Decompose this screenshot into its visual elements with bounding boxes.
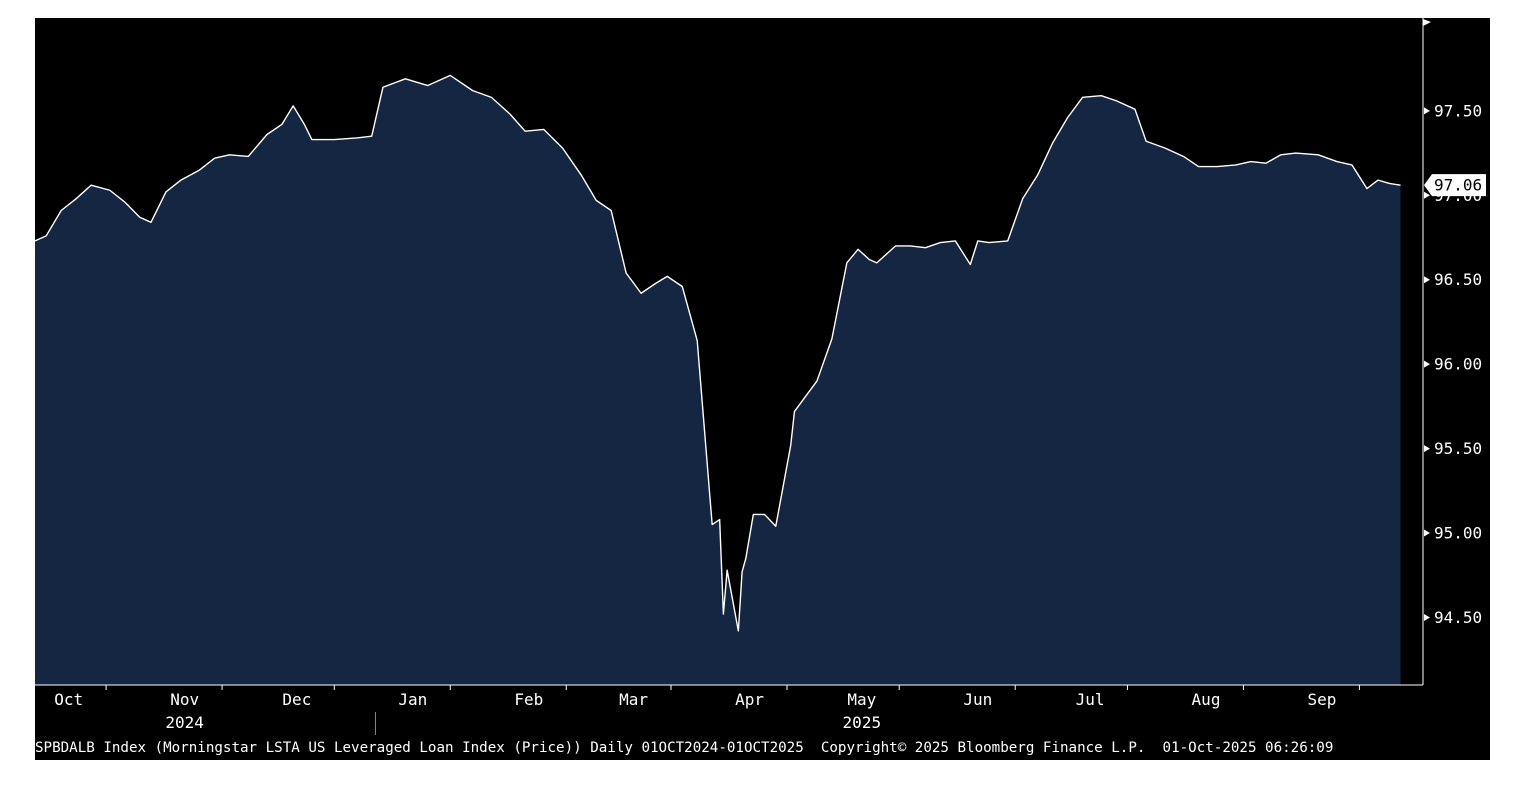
footer-description: SPBDALB Index (Morningstar LSTA US Lever…: [35, 740, 804, 756]
last-value-badge: [1424, 174, 1486, 197]
y-tick-label: 95.00: [1434, 524, 1482, 543]
y-tick: [1424, 360, 1430, 368]
x-tick-label: Apr: [735, 690, 764, 709]
y-tick: [1424, 445, 1430, 453]
plot-area: [35, 74, 1401, 685]
y-tick: [1424, 613, 1430, 621]
y-tick: [1424, 276, 1430, 284]
y-tick-label: 96.50: [1434, 270, 1482, 289]
price-line: [35, 74, 1401, 632]
chart-frame: 97.5097.0096.5096.0095.5095.0094.50OctNo…: [35, 18, 1490, 760]
price-area: [35, 75, 1401, 685]
x-tick-label: Nov: [170, 690, 199, 709]
x-tick-label: Aug: [1192, 690, 1221, 709]
footer-copyright: Copyright© 2025 Bloomberg Finance L.P.: [820, 740, 1146, 756]
chart-footer: SPBDALB Index (Morningstar LSTA US Lever…: [35, 737, 1490, 760]
y-axis-top-marker: [1423, 19, 1431, 26]
y-tick: [1424, 107, 1430, 115]
x-tick-label: May: [847, 690, 876, 709]
y-tick-label: 96.00: [1434, 355, 1482, 374]
x-tick-label: Dec: [282, 690, 311, 709]
x-tick-label: Jul: [1076, 690, 1105, 709]
x-tick-label: Oct: [54, 690, 83, 709]
y-tick-label: 94.50: [1434, 608, 1482, 627]
x-year-label: 2025: [843, 713, 882, 732]
axes: [35, 18, 1431, 735]
y-tick: [1424, 529, 1430, 537]
x-tick-label: Feb: [514, 690, 543, 709]
footer-timestamp: 01-Oct-2025 06:26:09: [1162, 740, 1334, 756]
y-tick-label: 97.50: [1434, 101, 1482, 120]
x-tick-label: Sep: [1308, 690, 1337, 709]
x-tick-label: Jan: [398, 690, 427, 709]
y-tick: [1424, 191, 1430, 199]
x-year-label: 2024: [165, 713, 204, 732]
chart: 97.5097.0096.5096.0095.5095.0094.50OctNo…: [35, 18, 1486, 735]
x-tick-label: Jun: [963, 690, 992, 709]
last-value-label: 97.06: [1434, 176, 1482, 195]
x-tick-label: Mar: [619, 690, 648, 709]
axis-labels: 97.5097.0096.5096.0095.5095.0094.50OctNo…: [54, 101, 1486, 732]
y-tick-label: 95.50: [1434, 439, 1482, 458]
